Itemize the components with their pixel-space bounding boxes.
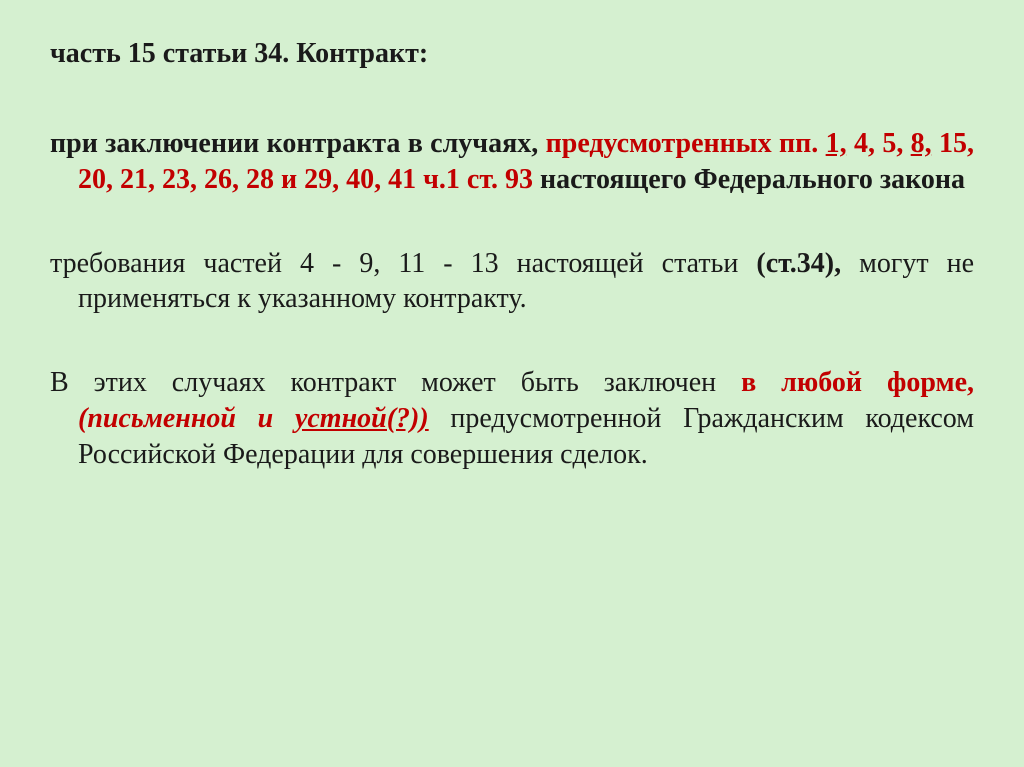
p3-form-written: (письменной и [78,403,295,434]
slide-content: часть 15 статьи 34. Контракт: при заключ… [50,38,974,473]
p1-tail: настоящего Федерального закона [540,164,965,195]
p2-article-ref: (ст.34), [756,248,841,279]
p1-refs-mid: 4, 5, [847,128,911,159]
p1-ref-8: 8, [911,128,932,159]
p1-lead: при заключении контракта в случаях, [50,128,546,159]
p2-lead: требования частей 4 - 9, 11 - 13 настоящ… [50,248,756,279]
p3-form-any: в любой форме, [741,367,974,398]
p1-refs-tail: 20, 21, 23, 26, 28 и 29, 40, 41 ч.1 ст. … [78,164,540,195]
paragraph-3: В этих случаях контракт может быть заклю… [50,365,974,472]
p1-ref-1: 1, [826,128,847,159]
paragraph-2: требования частей 4 - 9, 11 - 13 настоящ… [50,246,974,318]
p3-form-oral: устной(?)) [295,403,429,434]
p1-ref-15: 15, [932,128,974,159]
p1-refs-prefix: предусмотренных пп. [546,128,826,159]
paragraph-1: при заключении контракта в случаях, пред… [50,126,974,198]
slide-title: часть 15 статьи 34. Контракт: [50,38,974,70]
p3-lead: В этих случаях контракт может быть заклю… [50,367,741,398]
